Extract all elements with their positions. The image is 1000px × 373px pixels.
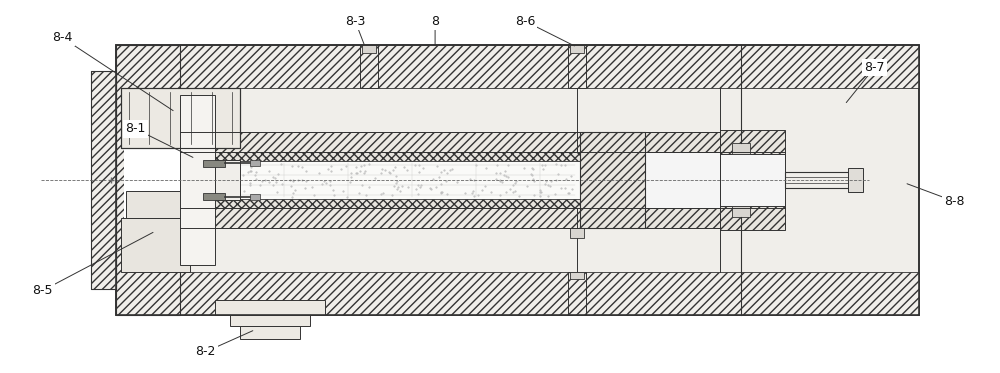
Bar <box>116 272 919 315</box>
Bar <box>250 160 260 166</box>
Bar <box>91 71 116 289</box>
Bar <box>848 168 863 192</box>
Bar <box>180 197 580 208</box>
Bar <box>215 300 325 315</box>
Bar <box>732 206 750 217</box>
Bar <box>362 45 376 53</box>
Bar <box>91 71 116 289</box>
Bar <box>732 143 750 154</box>
Bar <box>121 88 240 148</box>
Bar <box>116 45 919 315</box>
Bar <box>203 160 225 167</box>
Bar <box>203 193 225 200</box>
Bar <box>785 172 859 188</box>
Bar <box>720 202 785 230</box>
Bar <box>180 162 580 198</box>
Bar <box>180 152 580 163</box>
Bar <box>360 45 378 88</box>
Bar <box>240 326 300 339</box>
Text: 8-4: 8-4 <box>52 31 73 44</box>
Bar <box>570 45 584 53</box>
Bar <box>570 272 584 279</box>
Bar <box>180 208 740 228</box>
Bar <box>250 194 260 200</box>
Text: 8-7: 8-7 <box>864 61 885 74</box>
Bar <box>645 132 720 152</box>
Bar <box>121 218 190 272</box>
Bar <box>568 45 586 88</box>
Bar <box>645 152 720 208</box>
Bar <box>720 154 785 206</box>
Bar <box>124 88 180 272</box>
Bar <box>720 130 785 158</box>
Text: 8-6: 8-6 <box>515 15 535 28</box>
Bar <box>116 45 919 315</box>
Text: 8-3: 8-3 <box>345 15 365 28</box>
Bar <box>116 45 180 315</box>
Text: 8-1: 8-1 <box>125 122 146 135</box>
Bar <box>180 132 740 152</box>
Text: 8: 8 <box>431 15 439 28</box>
Text: 8-2: 8-2 <box>195 345 216 358</box>
Bar <box>180 95 215 264</box>
Bar <box>645 208 720 228</box>
Bar <box>116 45 919 88</box>
Bar <box>570 228 584 238</box>
Bar <box>121 88 240 148</box>
Bar <box>568 272 586 315</box>
Bar <box>230 315 310 326</box>
Text: 8-5: 8-5 <box>32 284 53 297</box>
Bar <box>580 132 645 228</box>
Bar <box>215 160 240 200</box>
Text: 8-8: 8-8 <box>944 195 965 208</box>
Bar <box>126 191 185 218</box>
